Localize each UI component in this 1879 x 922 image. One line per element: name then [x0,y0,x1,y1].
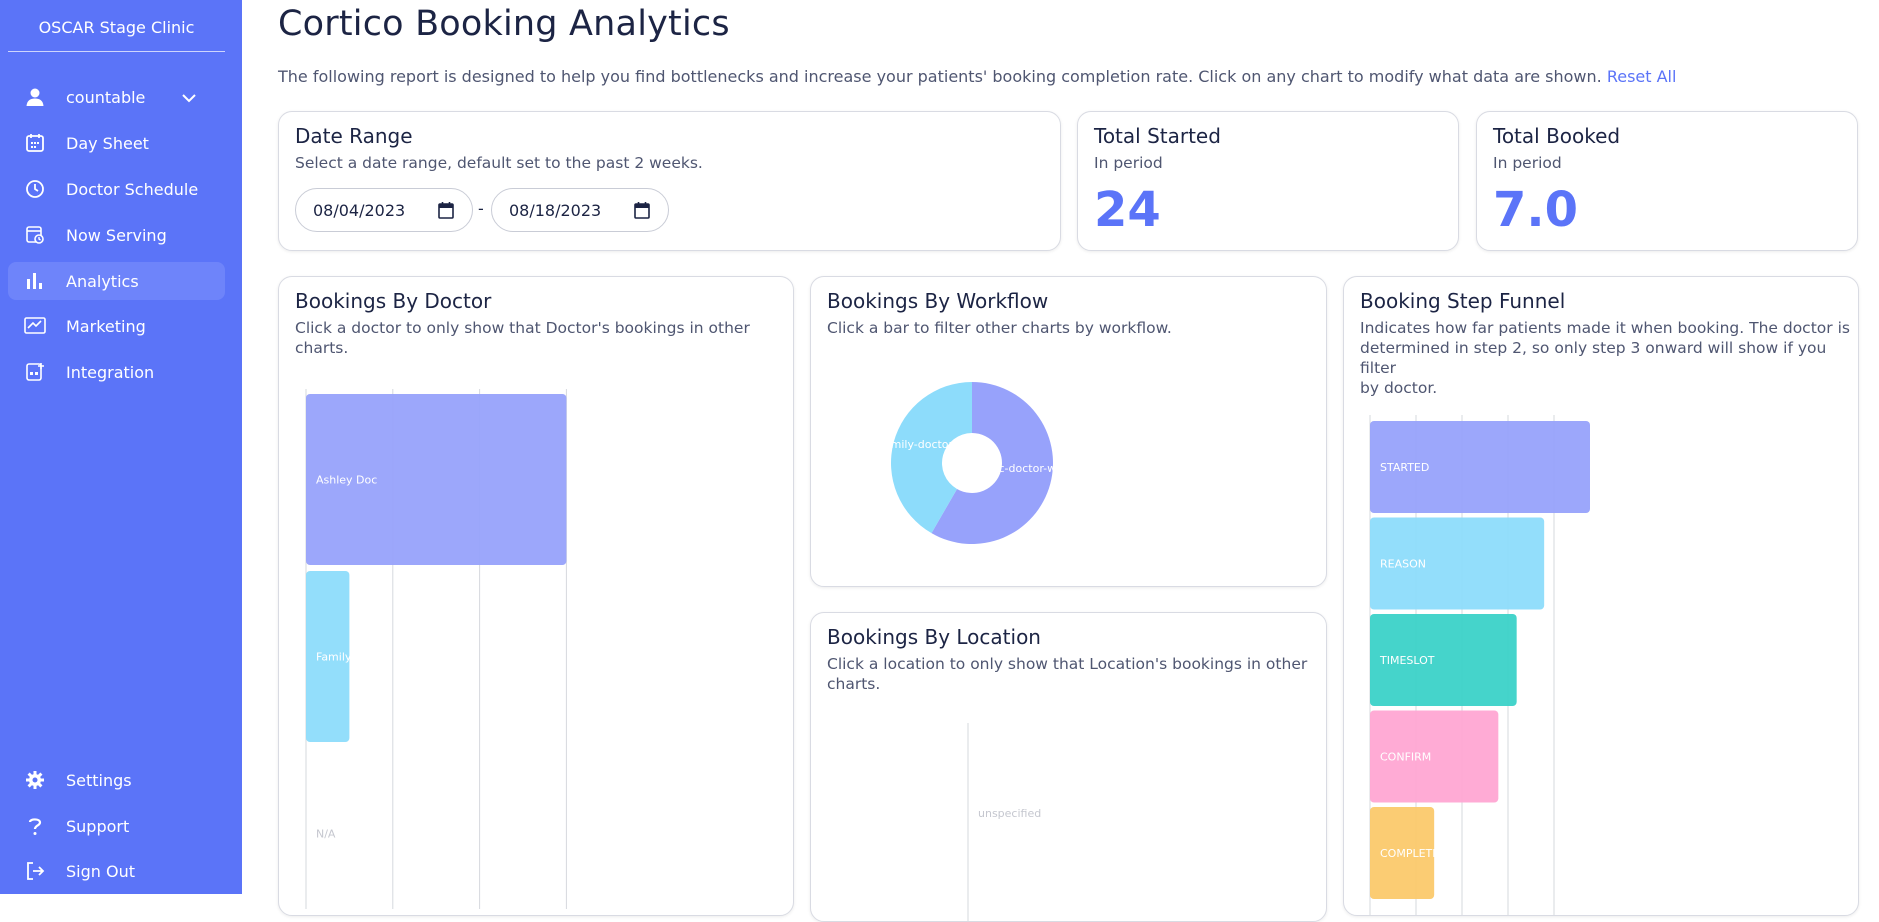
bar-label: TIMESLOT [1379,654,1435,667]
by-location-title: Bookings By Location [827,625,1041,649]
by-doctor-title: Bookings By Doctor [295,289,492,313]
sidebar-item-day-sheet[interactable]: Day Sheet [8,124,225,162]
bar-label: COMPLETE [1380,847,1439,860]
bar-chart-icon [22,268,48,294]
sidebar-item-label: Now Serving [66,225,167,245]
reset-all-link[interactable]: Reset All [1606,67,1677,86]
calendar-icon[interactable] [438,201,454,223]
total-booked-title: Total Booked [1493,124,1621,148]
bookings-by-workflow-card: Bookings By Workflow Click a bar to filt… [810,276,1327,587]
funnel-subtitle-line: determined in step 2, so only step 3 onw… [1360,339,1827,377]
pie-label: specific-doctor-walkin [963,462,1082,475]
user-name: countable [66,87,146,107]
sidebar-item-sign-out[interactable]: Sign Out [8,852,225,890]
booking-step-funnel-card: Booking Step Funnel Indicates how far pa… [1343,276,1859,916]
bar-label: CONFIRM [1380,751,1431,764]
bar[interactable] [1370,517,1545,610]
funnel-subtitle-line: Indicates how far patients made it when … [1360,319,1850,337]
by-doctor-subtitle: Click a doctor to only show that Doctor'… [295,318,750,358]
workflow-pie-chart[interactable]: family-doctor specific-doctor-walkin [811,357,1326,577]
funnel-subtitle: Indicates how far patients made it when … [1360,318,1858,398]
sidebar-item-label: Support [66,816,130,836]
sidebar-item-integration[interactable]: Integration [8,353,225,391]
by-doctor-subtitle-line: charts. [295,339,349,357]
sidebar: OSCAR Stage Clinic countable Day Sheet D… [0,0,242,894]
user-menu[interactable]: countable [8,78,225,116]
question-icon [22,813,48,839]
calendar-icon[interactable] [634,201,650,223]
date-range-title: Date Range [295,124,413,148]
funnel-subtitle-line: by doctor. [1360,379,1438,397]
sidebar-item-doctor-schedule[interactable]: Doctor Schedule [8,170,225,208]
intro-text: The following report is designed to help… [278,67,1676,86]
sign-out-icon [22,858,48,884]
sidebar-item-label: Marketing [66,316,146,336]
end-date-value: 08/18/2023 [509,200,602,220]
sidebar-item-label: Day Sheet [66,133,149,153]
marketing-icon [22,313,48,339]
by-location-subtitle-line: Click a location to only show that Locat… [827,655,1308,673]
bookings-by-doctor-card: Bookings By Doctor Click a doctor to onl… [278,276,794,916]
bar[interactable] [1370,710,1499,803]
by-doctor-subtitle-line: Click a doctor to only show that Doctor'… [295,319,750,337]
date-separator: - [478,199,484,218]
doctor-bar-chart[interactable]: Ashley Doc Family Doctor 2 N/A [279,389,793,909]
bar-label: REASON [1380,558,1426,571]
sidebar-item-label: Analytics [66,271,139,291]
sidebar-item-marketing[interactable]: Marketing [8,307,225,345]
total-started-value: 24 [1094,182,1161,238]
sidebar-item-now-serving[interactable]: Now Serving [8,216,225,254]
bar[interactable] [1370,807,1435,899]
sidebar-item-label: Sign Out [66,861,135,881]
sidebar-item-label: Doctor Schedule [66,179,199,199]
total-booked-card[interactable]: Total Booked In period 7.0 [1476,111,1858,251]
funnel-title: Booking Step Funnel [1360,289,1566,313]
date-range-subtitle: Select a date range, default set to the … [295,154,703,172]
bar[interactable] [1370,614,1517,706]
end-date-input[interactable]: 08/18/2023 [491,188,669,232]
by-workflow-title: Bookings By Workflow [827,289,1049,313]
total-started-title: Total Started [1094,124,1221,148]
calendar-icon [22,130,48,156]
gear-icon [22,767,48,793]
now-serving-icon [22,222,48,248]
by-location-subtitle: Click a location to only show that Locat… [827,654,1307,694]
by-workflow-subtitle: Click a bar to filter other charts by wo… [827,319,1172,337]
bar-label: N/A [316,828,336,841]
location-bar-chart[interactable]: unspecified [811,723,1326,922]
sidebar-item-analytics[interactable]: Analytics [8,262,225,300]
start-date-input[interactable]: 08/04/2023 [295,188,473,232]
sidebar-item-label: Integration [66,362,155,382]
pie-slice[interactable] [931,382,1054,544]
bar-label: STARTED [1380,461,1429,474]
chevron-down-icon[interactable] [181,88,197,107]
funnel-bar-chart[interactable]: STARTED REASON TIMESLOT CONFIRM COMPLETE [1344,415,1858,915]
sidebar-item-label: Settings [66,770,132,790]
clinic-name: OSCAR Stage Clinic [8,18,225,52]
clock-icon [22,176,48,202]
bookings-by-location-card: Bookings By Location Click a location to… [810,612,1327,922]
sidebar-item-settings[interactable]: Settings [8,761,225,799]
bar[interactable] [306,571,350,742]
total-booked-value: 7.0 [1493,182,1579,238]
bar-label: Ashley Doc [316,474,377,487]
intro-description: The following report is designed to help… [278,67,1602,86]
pie-label: family-doctor [880,438,954,451]
pie-slice[interactable] [891,382,972,534]
date-range-card: Date Range Select a date range, default … [278,111,1061,251]
start-date-value: 08/04/2023 [313,200,406,220]
bar[interactable] [306,394,567,565]
total-started-card[interactable]: Total Started In period 24 [1077,111,1459,251]
integration-icon [22,359,48,385]
page-title: Cortico Booking Analytics [278,4,730,44]
by-location-subtitle-line: charts. [827,675,881,693]
sidebar-item-support[interactable]: Support [8,807,225,845]
bar[interactable] [1370,421,1590,513]
total-started-subtitle: In period [1094,154,1163,172]
user-icon [22,84,48,110]
bar-label: Family Doctor 2 [316,651,402,664]
total-booked-subtitle: In period [1493,154,1562,172]
bar-label: unspecified [978,807,1041,820]
